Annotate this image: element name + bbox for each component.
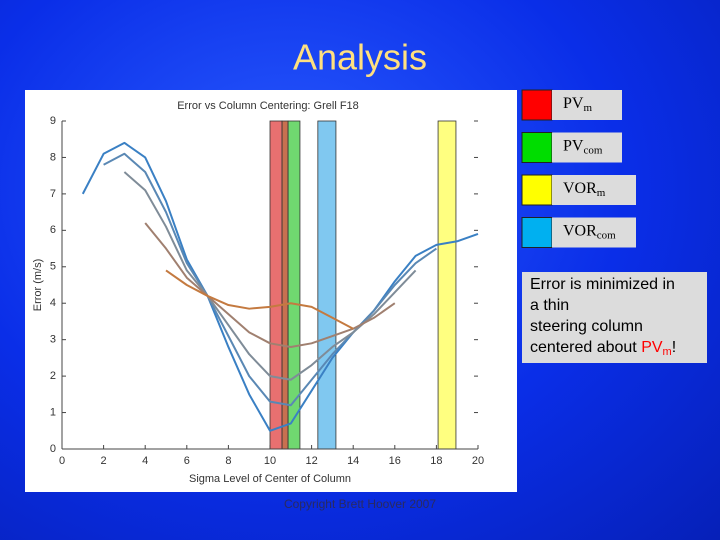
x-tick-label: 20 [472, 455, 484, 467]
legend-label-sub: com [597, 229, 616, 241]
y-axis-label: Error (m/s) [32, 259, 44, 312]
x-tick-label: 12 [305, 455, 317, 467]
note-text: centered about PVm! [530, 339, 676, 358]
legend-label-main: VOR [563, 222, 597, 239]
legend-label-bg [552, 90, 622, 120]
legend-label-sub: m [597, 187, 606, 199]
legend-swatch [521, 174, 553, 206]
copyright: Copyright Brett Hoover 2007 [284, 497, 436, 511]
note-highlight: PV [641, 339, 663, 356]
error-curve [81, 141, 479, 432]
note-text: Error is minimized in [530, 276, 675, 293]
legend-label: PVm [563, 95, 592, 114]
x-tick-label: 14 [347, 455, 359, 467]
note-text: steering column [530, 318, 643, 335]
legend-label-main: PV [563, 95, 584, 112]
x-tick-label: 0 [59, 455, 65, 467]
legend-label: VORcom [563, 222, 616, 241]
x-tick-label: 16 [389, 455, 401, 467]
column-band [437, 120, 457, 450]
error-curve [123, 171, 417, 381]
x-tick-label: 8 [225, 455, 231, 467]
x-tick-label: 2 [101, 455, 107, 467]
legend-label-bg [552, 175, 636, 205]
y-tick-label: 6 [50, 224, 56, 236]
slide-title: Analysis [293, 37, 427, 78]
error-curve [103, 152, 437, 407]
error-curve [165, 269, 354, 330]
legend-swatch [521, 132, 553, 163]
x-axis-label: Sigma Level of Center of Column [189, 473, 351, 485]
y-tick-label: 8 [50, 151, 56, 163]
legend-label-sub: m [583, 102, 592, 114]
legend-label-sub: com [583, 144, 602, 156]
y-tick-label: 3 [50, 334, 56, 346]
chart-title: Error vs Column Centering: Grell F18 [177, 100, 359, 112]
note-text: a thin [530, 297, 569, 314]
legend-swatch [521, 89, 553, 121]
legend-label-main: PV [563, 137, 584, 154]
column-band [317, 120, 337, 450]
y-tick-label: 1 [50, 406, 56, 418]
column-band [269, 120, 283, 450]
x-tick-label: 4 [142, 455, 148, 467]
y-tick-label: 9 [50, 115, 56, 127]
legend-label-bg [552, 132, 622, 163]
note-highlight-sub: m [663, 346, 672, 358]
y-tick-label: 4 [50, 297, 56, 309]
legend-label: PVcom [563, 137, 603, 156]
legend-label-main: VOR [563, 180, 597, 197]
y-tick-label: 0 [50, 443, 56, 455]
x-tick-label: 10 [264, 455, 276, 467]
y-tick-label: 7 [50, 188, 56, 200]
note-box [522, 272, 707, 363]
note-end: ! [672, 339, 676, 356]
legend-label-bg [552, 217, 636, 248]
legend-swatch [521, 217, 553, 248]
x-tick-label: 18 [430, 455, 442, 467]
y-tick-label: 2 [50, 370, 56, 382]
y-tick-label: 5 [50, 261, 56, 273]
x-tick-label: 6 [184, 455, 190, 467]
column-band [281, 120, 289, 450]
legend-label: VORm [563, 180, 606, 199]
